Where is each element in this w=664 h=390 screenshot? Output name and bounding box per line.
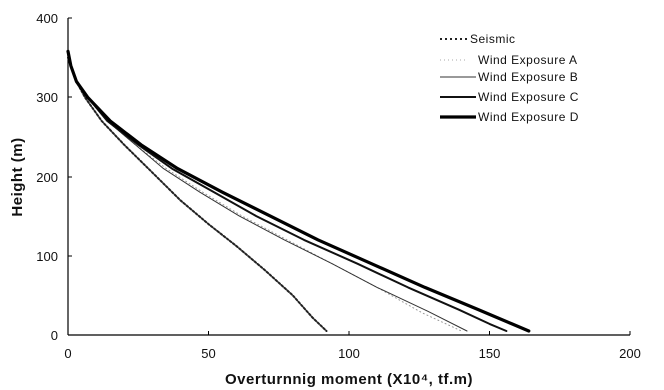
x-tick-label: 200: [619, 346, 641, 361]
legend-label-exposure-b: Wind Exposure B: [478, 70, 578, 84]
x-tick-label: 0: [64, 346, 71, 361]
y-axis-title: Height (m): [9, 137, 26, 216]
series-layer: [66, 49, 531, 333]
series-line-1: [67, 55, 462, 332]
plot-area: 0 100 200 300 400 0 50 100 150 200 Overt…: [9, 11, 641, 388]
y-tick-label: 0: [51, 328, 58, 343]
series-line-0: [67, 56, 328, 332]
y-tick-label: 100: [36, 249, 58, 264]
legend-label-exposure-d: Wind Exposure D: [478, 110, 579, 124]
series-line-4: [66, 49, 531, 333]
y-tick-label: 200: [36, 170, 58, 185]
y-tick-label: 300: [36, 90, 58, 105]
series-line-2: [67, 55, 468, 332]
x-tick-label: 50: [201, 346, 215, 361]
y-tick-label: 400: [36, 11, 58, 26]
legend: Seismic Wind Exposure A Wind Exposure B …: [440, 32, 579, 124]
x-axis-title: Overturnnig moment (X10⁴, tf.m): [225, 371, 473, 388]
x-tick-label: 100: [338, 346, 360, 361]
legend-label-seismic: Seismic: [470, 32, 516, 46]
legend-label-exposure-a: Wind Exposure A: [478, 53, 578, 67]
legend-label-exposure-c: Wind Exposure C: [478, 90, 579, 104]
series-line-3: [67, 52, 508, 332]
x-tick-label: 150: [479, 346, 501, 361]
